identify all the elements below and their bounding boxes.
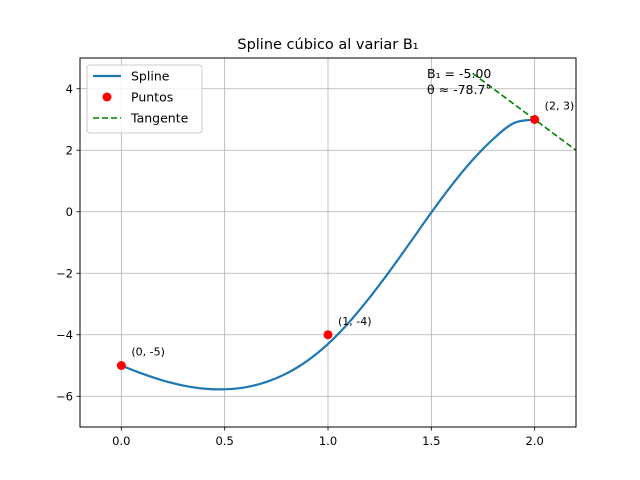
y-tick-label: 2 [66,143,73,157]
x-tick-label: 1.5 [422,434,440,448]
spline-line [120,118,535,391]
legend: Spline Puntos Tangente [86,64,203,134]
point-label: (1, -4) [338,315,372,328]
y-axis: −6 −4 −2 0 2 4 [56,82,80,403]
legend-box [86,64,203,134]
point-label: (2, 3) [545,100,575,113]
y-tick-label: 0 [66,205,73,219]
x-axis: 0.0 0.5 1.0 1.5 2.0 [112,427,544,448]
y-tick-label: −6 [56,389,73,403]
grid [80,58,576,427]
legend-label: Spline [131,69,170,84]
legend-label: Puntos [131,90,173,105]
data-point [323,330,333,340]
plot-area [116,72,576,391]
legend-label: Tangente [130,111,189,126]
annotation-line: B₁ = -5.00 [427,66,491,81]
x-tick-label: 0.5 [216,434,234,448]
x-tick-label: 0.0 [112,434,130,448]
x-tick-label: 1.0 [319,434,337,448]
chart-title: Spline cúbico al variar B₁ [237,37,418,53]
legend-marker-puntos [102,92,112,102]
tangent-line [472,72,576,151]
data-point [116,361,126,370]
slope-annotation: B₁ = -5.00θ ≈ -78.7° [427,66,492,97]
annotation-line: θ ≈ -78.7° [427,82,492,97]
data-point [530,115,540,124]
point-label: (0, -5) [131,346,165,359]
x-tick-label: 2.0 [526,434,544,448]
y-tick-label: −4 [56,328,73,342]
point-labels: (0, -5) (1, -4) (2, 3) [131,100,574,359]
y-tick-label: 4 [66,82,73,96]
y-tick-label: −2 [56,266,73,280]
